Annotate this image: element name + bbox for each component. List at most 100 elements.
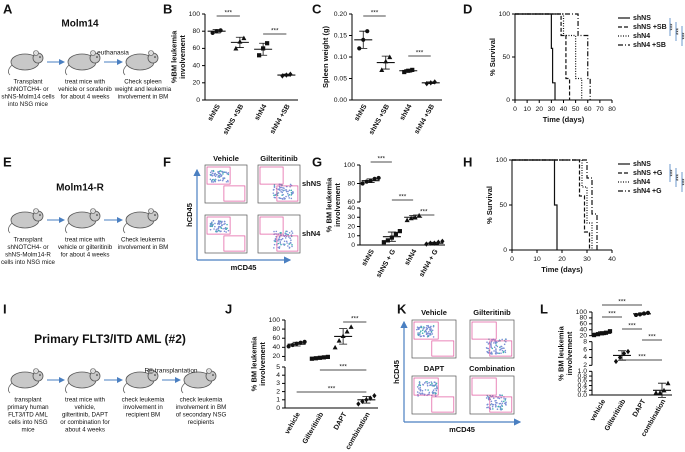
flow-event — [432, 392, 434, 395]
data-point — [348, 324, 354, 329]
flow-condition-label: Combination — [469, 364, 515, 373]
flow-event — [284, 237, 287, 239]
legend-label: shNS — [633, 15, 651, 22]
flow-event — [429, 384, 431, 387]
x-tick-label: 0 — [513, 106, 517, 113]
flow-event — [495, 348, 497, 350]
flow-event — [491, 353, 493, 355]
y-tick-label: 100 — [496, 157, 508, 164]
data-point — [379, 67, 385, 72]
y-axis-label: involvement — [178, 35, 187, 79]
flow-event — [285, 190, 288, 193]
flow-event — [292, 191, 294, 193]
significance-label: *** — [271, 28, 279, 35]
flow-event — [218, 179, 220, 182]
step-text: involvement in BM — [118, 94, 169, 101]
error-bar — [366, 178, 375, 183]
flow-event — [221, 224, 223, 227]
y-tick-label: 6 — [583, 346, 587, 353]
flow-row-label: shN4 — [302, 229, 321, 238]
flow-event — [490, 341, 492, 344]
flow-event — [227, 180, 229, 183]
flow-event — [419, 331, 421, 334]
flow-event — [504, 349, 507, 352]
step-text: mice — [21, 427, 35, 434]
flow-event — [226, 172, 228, 175]
flow-event — [215, 173, 218, 176]
legend-label: shN4 — [633, 179, 650, 186]
flow-event — [218, 229, 220, 232]
x-tick-label: DAPT — [632, 398, 648, 419]
x-tick-label: shN4 +SB — [414, 103, 436, 135]
diagram-title: Molm14-R — [56, 183, 105, 194]
data-point — [309, 356, 314, 361]
flow-gate — [471, 377, 497, 396]
flow-event — [281, 198, 284, 200]
mouse-ear — [33, 50, 39, 56]
flow-event — [427, 324, 429, 327]
flow-event — [210, 221, 213, 224]
flow-event — [291, 245, 293, 248]
legend-label: shN4 — [633, 33, 650, 40]
flow-event — [435, 382, 438, 385]
flow-event — [495, 350, 497, 353]
flow-event — [214, 225, 216, 228]
flow-event — [219, 179, 222, 181]
y-tick-label: 40 — [579, 327, 587, 334]
panel-letter: L — [540, 301, 548, 316]
flow-event — [211, 174, 214, 177]
flow-event — [286, 242, 288, 244]
flow-event — [274, 238, 277, 241]
flow-event — [490, 344, 492, 347]
flow-event — [220, 221, 223, 224]
survival-line — [512, 159, 598, 250]
diagram-title: Molm14 — [61, 19, 99, 30]
flow-event — [418, 383, 421, 385]
step-text: about 4 weeks — [65, 427, 105, 434]
flow-event — [211, 181, 213, 183]
flow-event — [424, 381, 427, 383]
y-tick-label: 40 — [272, 344, 280, 351]
flow-event — [277, 242, 280, 245]
y-tick-label: 50 — [502, 54, 510, 61]
step-text: shNS-Molm14 cells — [1, 94, 54, 101]
significance-label: *** — [339, 364, 347, 371]
flow-event — [288, 236, 290, 238]
step-text: shNS-Molm14-R — [5, 252, 51, 259]
mouse-tail — [123, 382, 128, 394]
diagram-title: Primary FLT3/ITD AML (#2) — [34, 332, 186, 346]
flow-event — [209, 178, 212, 181]
flow-gate — [413, 377, 439, 396]
flow-event — [282, 193, 284, 196]
mouse-tail — [181, 382, 186, 394]
flow-gate — [206, 166, 231, 185]
flow-event — [217, 226, 220, 228]
flow-event — [498, 397, 501, 400]
x-tick-label: shN4 +SB — [269, 103, 291, 135]
flow-event — [491, 405, 494, 408]
flow-event — [218, 174, 221, 177]
flow-event — [273, 230, 275, 233]
y-tick-label: 60 — [347, 199, 355, 206]
error-bar — [404, 69, 413, 73]
mouse-tail — [8, 382, 13, 394]
flow-event — [279, 232, 281, 234]
step-text: check leukemia — [122, 397, 165, 404]
y-tick-label: 100 — [189, 11, 201, 18]
significance-label: *** — [351, 316, 359, 323]
x-tick-label: shNS — [354, 103, 369, 122]
flow-event — [212, 181, 215, 183]
flow-event — [220, 227, 223, 230]
x-tick-label: 80 — [608, 106, 616, 113]
x-tick-label: vehicle — [284, 411, 302, 435]
panel-letter: A — [3, 1, 13, 16]
x-tick-label: shNS + G — [375, 248, 397, 279]
flow-event — [284, 232, 287, 235]
y-tick-label: 30 — [347, 214, 355, 221]
legend-label: shNS — [633, 161, 651, 168]
flow-event — [223, 230, 226, 233]
flow-event — [502, 400, 505, 403]
flow-gate — [259, 216, 284, 235]
